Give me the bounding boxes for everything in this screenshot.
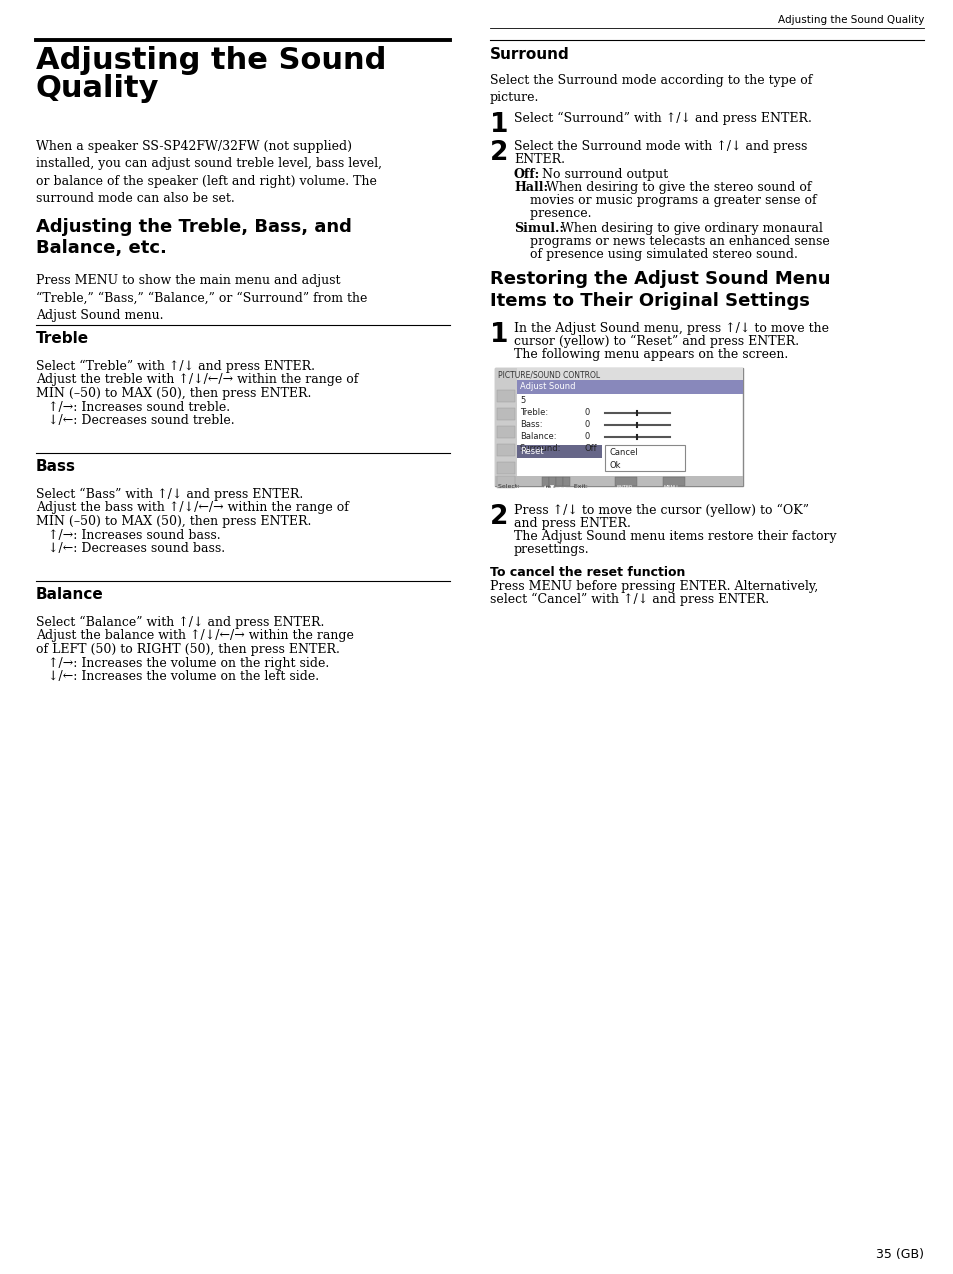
Text: Quality: Quality [36,74,159,103]
Text: Surround:: Surround: [519,445,560,454]
Text: Select:            Set:         Exit:: Select: Set: Exit: [497,484,587,489]
Text: Off: Off [584,445,597,454]
Text: ↓/←: Decreases sound bass.: ↓/←: Decreases sound bass. [36,541,225,555]
Text: When a speaker SS-SP42FW/32FW (not supplied)
installed, you can adjust sound tre: When a speaker SS-SP42FW/32FW (not suppl… [36,140,381,205]
Text: 35 (GB): 35 (GB) [875,1249,923,1261]
Text: Select the Surround mode according to the type of
picture.: Select the Surround mode according to th… [490,74,812,104]
Text: 2: 2 [490,140,508,166]
Text: 1: 1 [490,112,508,138]
Text: Balance: Balance [36,587,104,603]
Bar [495,368,742,380]
Text: 0: 0 [584,432,590,441]
Bar [604,445,684,471]
Text: 1: 1 [490,322,508,348]
Text: cursor (yellow) to “Reset” and press ENTER.: cursor (yellow) to “Reset” and press ENT… [514,335,799,348]
Text: Adjust Sound: Adjust Sound [519,382,575,391]
Text: ↓/←: Increases the volume on the left side.: ↓/←: Increases the volume on the left si… [36,670,319,683]
Bar [517,445,601,457]
Text: Surround: Surround [490,47,569,62]
Text: Treble: Treble [36,331,89,347]
Bar [497,408,515,420]
Text: of presence using simulated stereo sound.: of presence using simulated stereo sound… [514,248,797,261]
Bar [497,445,515,456]
Text: ▼: ▼ [550,485,554,490]
Text: Adjust the bass with ↑/↓/←/→ within the range of: Adjust the bass with ↑/↓/←/→ within the … [36,502,349,515]
Text: MIN (–50) to MAX (50), then press ENTER.: MIN (–50) to MAX (50), then press ENTER. [36,515,311,527]
Text: ↑/→: Increases sound bass.: ↑/→: Increases sound bass. [36,529,220,541]
Bar [497,462,515,474]
Bar [497,476,515,488]
Text: ENTER: ENTER [617,485,633,490]
Text: Select “Bass” with ↑/↓ and press ENTER.: Select “Bass” with ↑/↓ and press ENTER. [36,488,303,501]
Text: MENU: MENU [663,485,678,490]
Text: ↓/←: Decreases sound treble.: ↓/←: Decreases sound treble. [36,414,234,427]
Text: The following menu appears on the screen.: The following menu appears on the screen… [514,348,787,361]
Text: PICTURE/SOUND CONTROL: PICTURE/SOUND CONTROL [497,369,599,378]
Text: Ok: Ok [609,461,620,470]
Text: Adjusting the Treble, Bass, and
Balance, etc.: Adjusting the Treble, Bass, and Balance,… [36,218,352,257]
Bar [556,476,562,485]
Text: Adjusting the Sound: Adjusting the Sound [36,46,386,75]
Text: Reset: Reset [519,447,543,456]
Text: Select “Treble” with ↑/↓ and press ENTER.: Select “Treble” with ↑/↓ and press ENTER… [36,361,314,373]
Bar [497,390,515,403]
Text: Treble:: Treble: [519,408,548,417]
Text: movies or music programs a greater sense of: movies or music programs a greater sense… [514,194,816,206]
Text: Press MENU to show the main menu and adjust
“Treble,” “Bass,” “Balance,” or “Sur: Press MENU to show the main menu and adj… [36,274,367,322]
Text: The Adjust Sound menu items restore their factory: The Adjust Sound menu items restore thei… [514,530,836,543]
Text: programs or news telecasts an enhanced sense: programs or news telecasts an enhanced s… [514,234,829,248]
Text: ◄: ◄ [557,485,560,490]
Text: Select “Surround” with ↑/↓ and press ENTER.: Select “Surround” with ↑/↓ and press ENT… [514,112,811,125]
Bar [548,476,556,485]
Bar [495,368,742,485]
Text: ↑/→: Increases sound treble.: ↑/→: Increases sound treble. [36,400,230,414]
Text: presettings.: presettings. [514,543,589,555]
Text: of LEFT (50) to RIGHT (50), then press ENTER.: of LEFT (50) to RIGHT (50), then press E… [36,643,339,656]
Text: Bass:: Bass: [519,420,542,429]
Text: Select the Surround mode with ↑/↓ and press: Select the Surround mode with ↑/↓ and pr… [514,140,806,153]
Text: presence.: presence. [514,206,591,220]
Text: Simul.:: Simul.: [514,222,563,234]
Text: and press ENTER.: and press ENTER. [514,517,630,530]
Text: Balance:: Balance: [519,432,556,441]
Bar [495,476,742,485]
Text: Press ↑/↓ to move the cursor (yellow) to “OK”: Press ↑/↓ to move the cursor (yellow) to… [514,505,808,517]
Text: ↑/→: Increases the volume on the right side.: ↑/→: Increases the volume on the right s… [36,656,329,670]
Text: When desiring to give the stereo sound of: When desiring to give the stereo sound o… [541,181,811,194]
Text: select “Cancel” with ↑/↓ and press ENTER.: select “Cancel” with ↑/↓ and press ENTER… [490,592,768,606]
Text: ▲: ▲ [542,485,547,490]
Text: Press MENU before pressing ENTER. Alternatively,: Press MENU before pressing ENTER. Altern… [490,580,818,592]
Bar [662,476,684,485]
Text: To cancel the reset function: To cancel the reset function [490,566,684,578]
Text: MIN (–50) to MAX (50), then press ENTER.: MIN (–50) to MAX (50), then press ENTER. [36,387,311,400]
Text: ENTER.: ENTER. [514,153,564,166]
Bar [495,368,517,485]
Text: 0: 0 [584,420,590,429]
Text: 0: 0 [584,408,590,417]
Text: In the Adjust Sound menu, press ↑/↓ to move the: In the Adjust Sound menu, press ↑/↓ to m… [514,322,828,335]
Bar [541,476,548,485]
Text: Adjust the treble with ↑/↓/←/→ within the range of: Adjust the treble with ↑/↓/←/→ within th… [36,373,358,386]
Text: Restoring the Adjust Sound Menu
Items to Their Original Settings: Restoring the Adjust Sound Menu Items to… [490,270,830,310]
Text: Hall:: Hall: [514,181,548,194]
Text: Cancel: Cancel [609,448,638,457]
Bar [615,476,637,485]
Text: 5: 5 [519,396,525,405]
Text: Bass: Bass [36,459,76,474]
Text: Off:: Off: [514,168,539,181]
Text: Select “Balance” with ↑/↓ and press ENTER.: Select “Balance” with ↑/↓ and press ENTE… [36,617,324,629]
Bar [517,380,742,394]
Bar [497,426,515,438]
Text: Adjust the balance with ↑/↓/←/→ within the range: Adjust the balance with ↑/↓/←/→ within t… [36,629,354,642]
Text: No surround output: No surround output [537,168,667,181]
Text: ►: ► [563,485,568,490]
Bar [562,476,569,485]
Text: Adjusting the Sound Quality: Adjusting the Sound Quality [777,15,923,25]
Text: When desiring to give ordinary monaural: When desiring to give ordinary monaural [557,222,822,234]
Text: 2: 2 [490,505,508,530]
